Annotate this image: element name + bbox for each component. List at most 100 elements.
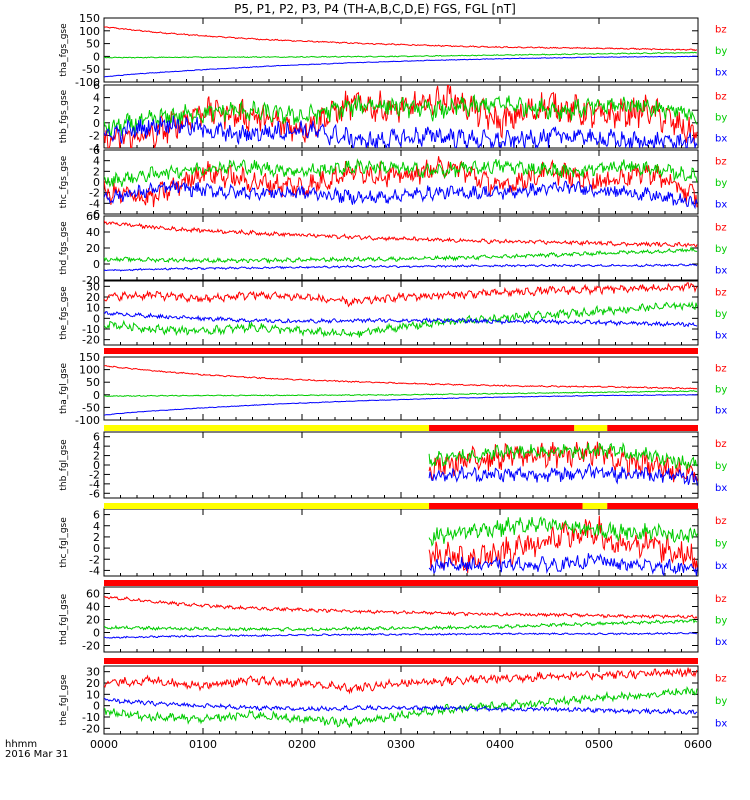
legend-bz: bz	[715, 25, 727, 36]
y-tick-label: 6	[93, 431, 100, 444]
panel-frame	[103, 17, 699, 83]
legend-by: by	[715, 461, 727, 472]
series-by	[104, 93, 698, 138]
legend-bx: bx	[715, 67, 727, 78]
legend-bx: bx	[715, 561, 727, 572]
y-tick-label: 2	[93, 104, 100, 117]
y-tick-label: 0	[93, 117, 100, 130]
y-tick-label: 60	[86, 210, 100, 223]
series-bx	[104, 115, 698, 148]
series-bz	[104, 156, 698, 208]
legend-by: by	[715, 309, 727, 320]
legend-bx: bx	[715, 265, 727, 276]
y-tick-label: 20	[86, 614, 100, 627]
y-axis-label: thc_fgs_gse	[59, 155, 69, 208]
y-tick-label: 50	[86, 376, 100, 389]
y-axis-label: thb_fgs_gse	[59, 89, 69, 143]
legend-bz: bz	[715, 673, 727, 684]
status-bar-segment	[429, 425, 575, 431]
legend-bx: bx	[715, 406, 727, 417]
y-tick-label: 4	[93, 440, 100, 453]
series-by	[428, 441, 698, 471]
y-tick-label: -20	[82, 334, 100, 347]
y-tick-label: 0	[93, 700, 100, 713]
panel-frame	[103, 431, 699, 499]
series-by	[104, 51, 698, 59]
x-axis-name: hhmm	[5, 739, 38, 750]
panel-frame	[103, 665, 699, 735]
y-axis-label: the_fgs_gse	[59, 286, 69, 340]
legend-bx: bx	[715, 719, 727, 730]
y-tick-label: 2	[93, 531, 100, 544]
y-tick-label: 10	[86, 688, 100, 701]
series-by	[428, 516, 698, 547]
y-tick-label: 2	[93, 165, 100, 178]
status-bar-segment	[582, 503, 608, 509]
x-tick-label: 0300	[387, 738, 415, 751]
legend-bz: bz	[715, 288, 727, 299]
legend-by: by	[715, 244, 727, 255]
legend-bx: bx	[715, 483, 727, 494]
status-bar-segment	[104, 425, 430, 431]
legend-bz: bz	[715, 223, 727, 234]
legend-bz: bz	[715, 157, 727, 168]
y-tick-label: -100	[75, 76, 100, 89]
legend-bx: bx	[715, 330, 727, 341]
y-tick-label: -4	[89, 478, 100, 491]
series-bx	[104, 394, 698, 416]
panel-thd_fgs_gse: 60 40 20 0 -20 thd_fgs_gse bz by bx	[59, 210, 727, 287]
legend-by: by	[715, 539, 727, 550]
y-tick-label: -50	[82, 401, 100, 414]
legend-by: by	[715, 385, 727, 396]
y-axis-label: thb_fgl_gse	[59, 439, 69, 491]
panel-frame	[103, 356, 699, 421]
y-tick-label: -100	[75, 414, 100, 427]
y-tick-label: -20	[82, 722, 100, 735]
x-tick-label: 0100	[189, 738, 217, 751]
panel-frame	[103, 586, 699, 653]
x-tick-label: 0600	[684, 738, 712, 751]
y-tick-label: 0	[93, 542, 100, 555]
y-tick-label: -50	[82, 63, 100, 76]
y-tick-label: -2	[89, 187, 100, 200]
series-bx	[104, 55, 698, 78]
series-bz	[104, 282, 698, 308]
series-bz	[428, 515, 698, 574]
status-bar-segment	[104, 658, 698, 664]
legend-bx: bx	[715, 199, 727, 210]
series-by	[104, 301, 698, 338]
y-tick-label: 0	[93, 312, 100, 325]
legend-bz: bz	[715, 92, 727, 103]
legend-bz: bz	[715, 439, 727, 450]
status-bar-segment	[104, 503, 430, 509]
y-tick-label: 20	[86, 291, 100, 304]
y-tick-label: 60	[86, 588, 100, 601]
y-tick-label: 0	[93, 50, 100, 63]
series-by	[104, 618, 698, 633]
y-axis-label: thc_fgl_gse	[59, 517, 69, 568]
y-tick-label: 0	[93, 258, 100, 271]
y-tick-label: -2	[89, 553, 100, 566]
x-tick-label: 0200	[288, 738, 316, 751]
y-tick-label: -20	[82, 274, 100, 287]
y-tick-label: -20	[82, 640, 100, 653]
y-tick-label: 0	[93, 176, 100, 189]
legend-bz: bz	[715, 364, 727, 375]
y-tick-label: 50	[86, 38, 100, 51]
y-tick-label: 30	[86, 666, 100, 679]
y-axis-label: thd_fgl_gse	[59, 593, 69, 645]
series-by	[104, 158, 698, 188]
series-bx	[104, 180, 698, 210]
series-bz	[104, 595, 698, 620]
legend-bx: bx	[715, 637, 727, 648]
y-axis-label: the_fgl_gse	[59, 674, 69, 726]
series-by	[104, 246, 698, 265]
series-bz	[104, 667, 698, 695]
y-tick-label: 4	[93, 155, 100, 168]
